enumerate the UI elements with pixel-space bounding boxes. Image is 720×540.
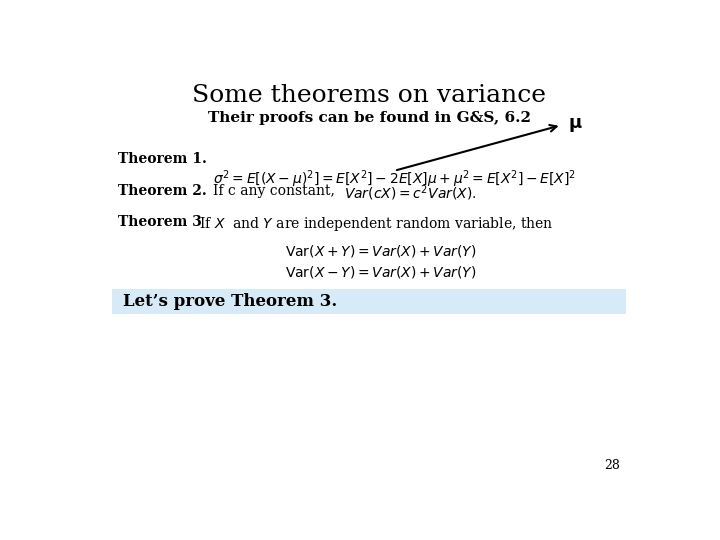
Text: Theorem 3: Theorem 3	[118, 215, 202, 230]
Text: Their proofs can be found in G&S, 6.2: Their proofs can be found in G&S, 6.2	[207, 111, 531, 125]
Text: Some theorems on variance: Some theorems on variance	[192, 84, 546, 106]
Text: Let’s prove Theorem 3.: Let’s prove Theorem 3.	[124, 293, 338, 310]
Text: Theorem 2.: Theorem 2.	[118, 184, 207, 198]
Text: $\mathit{Var(cX)= c^2 Var(X).}$: $\mathit{Var(cX)= c^2 Var(X).}$	[344, 184, 477, 204]
Text: 28: 28	[604, 460, 620, 472]
Text: If c any constant,: If c any constant,	[213, 184, 339, 198]
Text: $\mathrm{Var}(\mathit{X+Y})=\mathit{Var(X)+Var(Y)}$: $\mathrm{Var}(\mathit{X+Y})=\mathit{Var(…	[285, 243, 477, 259]
Text: Theorem 1.: Theorem 1.	[118, 152, 207, 166]
Text: $\mathbf{\mu}$: $\mathbf{\mu}$	[568, 116, 582, 134]
Text: $\sigma^2 = E[(X-\mu)^2] = E[X^2]-2E[X]\mu+\mu^2 = E[X^2]-E[X]^2$: $\sigma^2 = E[(X-\mu)^2] = E[X^2]-2E[X]\…	[213, 168, 576, 190]
Text: $\mathrm{Var}(\mathit{X-Y})=\mathit{Var(X)+Var(Y)}$: $\mathrm{Var}(\mathit{X-Y})=\mathit{Var(…	[285, 265, 477, 280]
FancyBboxPatch shape	[112, 289, 626, 314]
Text: If $\mathit{X}$  and $\mathit{Y}$ are independent random variable, then: If $\mathit{X}$ and $\mathit{Y}$ are ind…	[199, 215, 554, 233]
